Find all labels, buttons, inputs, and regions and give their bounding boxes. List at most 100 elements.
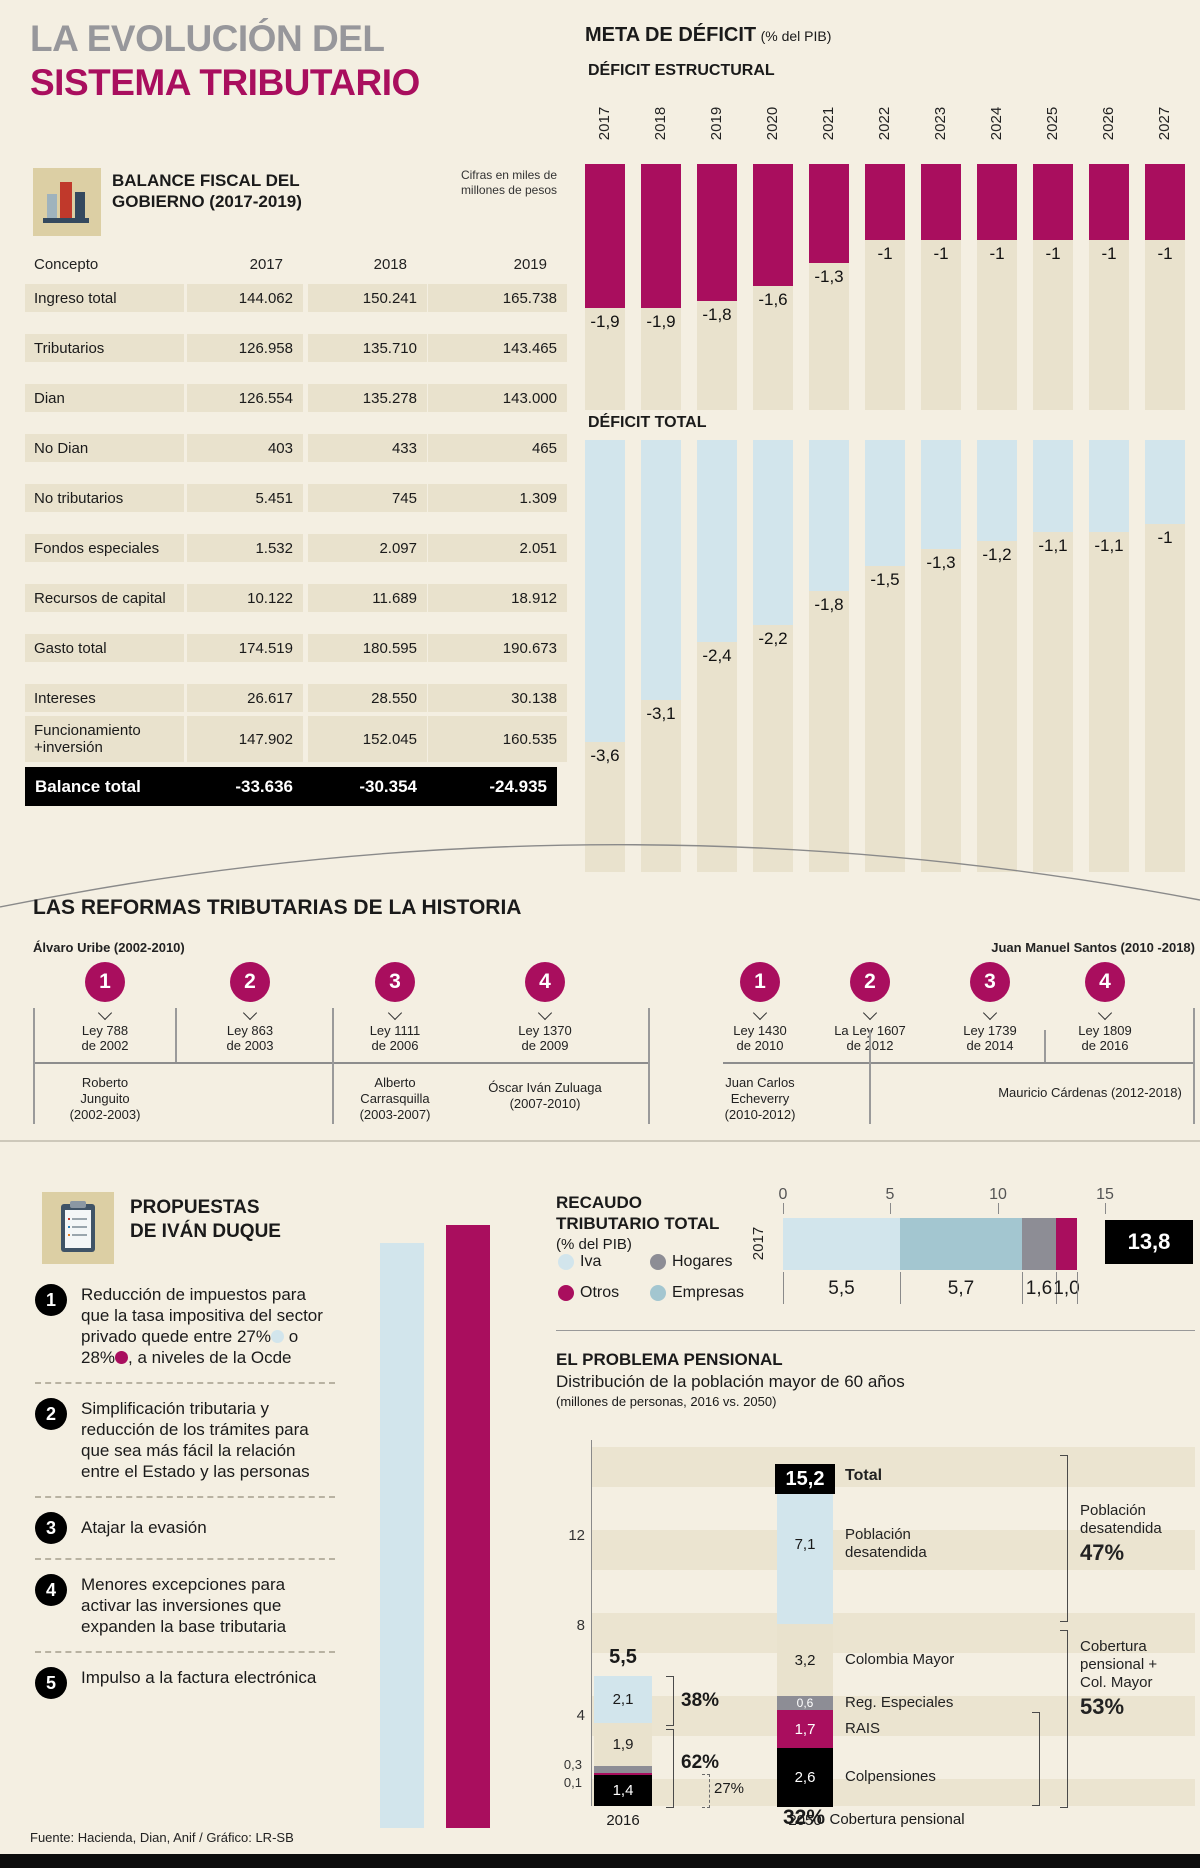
balance-total-2019: -24.935: [489, 776, 547, 796]
table-cell-value: 126.958: [187, 334, 303, 362]
recaudo-axis-5: 5: [885, 1186, 895, 1203]
fiscal-table-title-line2: GOBIERNO (2017-2019): [112, 192, 302, 211]
legend-otros: Otros: [558, 1284, 619, 1302]
deficit-value-label: -3,6: [590, 746, 620, 765]
balance-total-label: Balance total: [35, 776, 141, 796]
table-cell-value: 143.465: [428, 334, 567, 362]
reformas-title: LAS REFORMAS TRIBUTARIAS DE LA HISTORIA: [33, 896, 522, 919]
deficit-bar: [697, 440, 737, 642]
deficit-value-label: -2,4: [702, 646, 732, 665]
deficit-year-text: 2025: [1044, 106, 1062, 140]
bracket-47-l2: desatendida: [1080, 1520, 1162, 1537]
deficit-year-axis: 2017 2018 2019 2020 2021 2022 2023 2024 2025 2026…: [585, 94, 1200, 152]
minister-echeverry-l1: Juan Carlos: [725, 1075, 795, 1090]
reform-law-line2: de 2016: [1081, 1038, 1129, 1053]
propuesta-number-3: 3: [35, 1512, 67, 1544]
pension-gridband: [592, 1696, 1195, 1736]
bracket-53-l2: pensional +: [1080, 1656, 1158, 1673]
segment-tick: [900, 1272, 901, 1304]
deficit-bar: [865, 440, 905, 566]
chevron-down-icon: [537, 1005, 553, 1021]
minister-zuluaga-l2: (2007-2010): [509, 1096, 581, 1111]
recaudo-axis-10: 10: [989, 1186, 1007, 1203]
pension-x-2016: 2016: [606, 1812, 640, 1829]
table-cell-value: 1.309: [428, 484, 567, 512]
reform-law-line1: Ley 788: [81, 1023, 129, 1038]
pension-axis-01: 0,1: [563, 1775, 582, 1790]
pension-axis-03: 0,3: [563, 1757, 582, 1772]
deficit-value-label: -1: [989, 244, 1005, 263]
minister-echeverry-l3: (2010-2012): [724, 1107, 796, 1122]
fiscal-table-title: BALANCE FISCAL DEL GOBIERNO (2017-2019): [112, 170, 302, 212]
deficit-value-label: -1,1: [1038, 536, 1068, 555]
table-cell-value: 160.535: [428, 716, 567, 762]
recaudo-title-l1: RECAUDO: [556, 1193, 642, 1212]
table-row-label: No Dian: [25, 434, 184, 462]
recaudo-segment-label: 1,6: [1025, 1278, 1053, 1299]
reform-number-circle: 4: [525, 962, 565, 1002]
deficit-total-title: DÉFICIT TOTAL: [588, 414, 707, 431]
table-cell-value: 433: [308, 434, 427, 462]
propuesta-text-3: Atajar la evasión: [81, 1518, 207, 1537]
recaudo-year-label: 2017: [744, 1215, 774, 1271]
timeline-divider: [1193, 1008, 1195, 1124]
table-row-label: Intereses: [25, 684, 184, 712]
table-cell-value: 150.241: [308, 284, 427, 312]
balance-total-2018: -30.354: [359, 776, 417, 796]
deficit-bar: [809, 440, 849, 591]
deficit-year-text: 2026: [1100, 106, 1118, 140]
table-cell-value: 147.902: [187, 716, 303, 762]
timeline-divider: [175, 1008, 177, 1062]
legend-iva-label: Iva: [580, 1253, 602, 1270]
pension-segment: 1,9: [594, 1723, 652, 1766]
pension-segment: 1,4: [594, 1775, 652, 1806]
chevron-down-icon: [242, 1005, 258, 1021]
deficit-estructural-title: DÉFICIT ESTRUCTURAL: [588, 62, 775, 79]
deficit-value-label: -1: [877, 244, 893, 263]
reform-number-circle: 2: [230, 962, 270, 1002]
legend-iva: Iva: [558, 1253, 601, 1271]
propuestas-title: PROPUESTAS DE IVÁN DUQUE: [130, 1196, 281, 1244]
deficit-value-label: -1,1: [1094, 536, 1124, 555]
reform-number-circle: 4: [1085, 962, 1125, 1002]
deficit-value-label: -1: [1157, 528, 1173, 547]
propuesta-text-2: Simplificación tributaria y reducción de…: [81, 1399, 310, 1481]
dashed-separator: [35, 1382, 335, 1384]
propuesta-text-1: Reducción de impuestos para que la tasa …: [81, 1284, 333, 1368]
propuesta-number-2: 2: [35, 1398, 67, 1430]
pct-47-label: 47%: [1080, 1540, 1125, 1565]
magenta-rate-dot: [115, 1351, 129, 1364]
deficit-bar: [921, 440, 961, 549]
deficit-value-label: -1,5: [870, 570, 900, 589]
chevron-down-icon: [387, 1005, 403, 1021]
deficit-year-text: 2024: [988, 106, 1006, 140]
bracket-62pct: [666, 1729, 674, 1808]
reform-law-line2: de 2009: [521, 1038, 569, 1053]
propuesta-item-3: 3 Atajar la evasión: [35, 1512, 365, 1544]
recaudo-stacked-bar: [783, 1218, 1103, 1270]
label-rais: RAIS: [845, 1720, 881, 1737]
page-title-line2: SISTEMA TRIBUTARIO: [30, 62, 420, 103]
deficit-value-label: -1,9: [590, 312, 620, 331]
recaudo-axis-0: 0: [778, 1186, 788, 1203]
propuesta-1-part-a: Reducción de impuestos para que la tasa …: [81, 1285, 323, 1346]
table-cell-value: 180.595: [308, 634, 427, 662]
propuestas-title-l1: PROPUESTAS: [130, 1197, 260, 1218]
timeline-item: 3 Ley 1111 de 2006: [340, 962, 450, 1053]
meta-deficit-title: META DE DÉFICIT: [585, 24, 757, 46]
propuesta-number-4: 4: [35, 1574, 67, 1606]
pension-title: EL PROBLEMA PENSIONAL: [556, 1350, 783, 1369]
minister-echeverry: Juan Carlos Echeverry (2010-2012): [725, 1075, 796, 1123]
deficit-year-label: 2019: [697, 94, 737, 152]
propuesta-number-5: 5: [35, 1667, 67, 1699]
reform-law-line2: de 2006: [371, 1038, 419, 1053]
propuesta-number-1: 1: [35, 1284, 67, 1316]
deficit-year-label: 2023: [921, 94, 961, 152]
deficit-bar: [1033, 440, 1073, 532]
timeline-item: 2 La Ley 1607 de 2012: [815, 962, 925, 1053]
axis-tick: [1105, 1203, 1106, 1214]
reform-number-circle: 2: [850, 962, 890, 1002]
deficit-year-text: 2018: [652, 106, 670, 140]
table-cell-value: 165.738: [428, 284, 567, 312]
